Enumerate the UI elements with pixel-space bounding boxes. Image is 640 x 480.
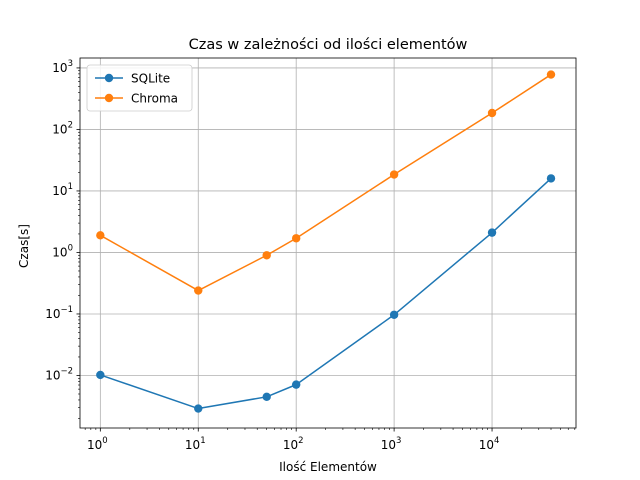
x-tick-label: 103: [381, 436, 402, 452]
y-tick-label: 10−2: [45, 366, 73, 382]
data-point: [291, 380, 301, 389]
chart-title: Czas w zależności od ilości elementów: [189, 37, 468, 53]
legend: SQLite Chroma: [86, 64, 193, 112]
data-point: [96, 231, 105, 240]
x-tick-label: 104: [479, 436, 500, 452]
legend-box: [86, 64, 193, 112]
data-point: [487, 228, 497, 237]
y-axis-label: Czas[s]: [17, 224, 31, 268]
legend-label: Chroma: [131, 92, 178, 106]
data-point: [262, 251, 271, 260]
plot-area: [80, 58, 576, 428]
x-axis-label: Ilość Elementów: [279, 460, 377, 474]
data-point: [389, 310, 399, 319]
y-tick-label: 10−1: [45, 305, 73, 321]
x-tick-label: 100: [87, 436, 108, 452]
series-group: [96, 70, 556, 413]
legend-label: SQLite: [131, 72, 170, 86]
data-point: [194, 404, 203, 413]
data-point: [546, 70, 556, 79]
data-point: [487, 108, 497, 118]
y-tick-label: 100: [52, 243, 73, 259]
y-tick-label: 101: [52, 182, 73, 198]
x-tick-label: 102: [283, 436, 304, 452]
y-tick-label: 102: [52, 120, 73, 136]
x-tick-label: 101: [185, 436, 206, 452]
data-point: [389, 170, 399, 179]
data-point: [262, 392, 271, 402]
legend-marker: [104, 73, 114, 83]
data-point: [194, 286, 203, 295]
legend-marker: [104, 93, 114, 103]
ticks: 100 101 102 103 104 10−2 10−1 100 101 102 103: [45, 59, 576, 452]
data-point: [546, 174, 556, 183]
data-point: [96, 370, 105, 380]
y-tick-label: 103: [52, 59, 73, 75]
data-point: [291, 234, 301, 243]
axes-frame: [79, 57, 577, 429]
